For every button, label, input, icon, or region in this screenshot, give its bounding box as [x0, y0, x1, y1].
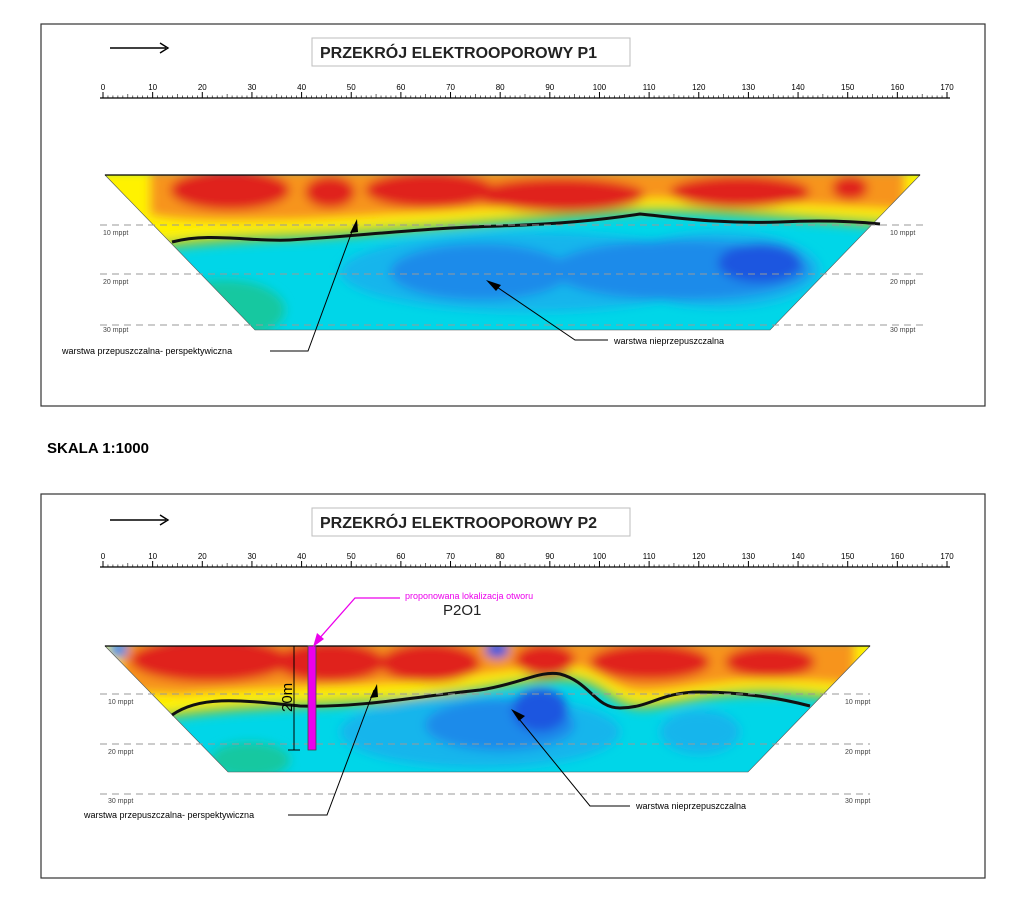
axis-tick-label: 30: [247, 83, 256, 92]
axis-tick-label: 110: [643, 552, 656, 561]
axis-tick-label: 60: [396, 552, 405, 561]
borehole-id: P2O1: [443, 602, 481, 619]
axis-tick-label: 70: [446, 83, 455, 92]
arrow-right-icon: [110, 514, 170, 526]
permeable-layer-leader: [288, 684, 378, 816]
depth-label-30-left: 30 mppt: [103, 327, 128, 334]
section-title: PRZEKRÓJ ELEKTROOPOROWY P2: [320, 513, 597, 532]
axis-tick-label: 110: [643, 83, 656, 92]
section-panel-p1: PRZEKRÓJ ELEKTROOPOROWY P1 0 10 20 30 40 50 60…: [40, 23, 986, 407]
scale-label: SKALA 1:1000: [47, 440, 149, 457]
borehole-marker: [307, 645, 317, 751]
impermeable-layer-label: warstwa nieprzepuszczalna: [635, 801, 746, 811]
axis-tick-label: 100: [593, 552, 607, 561]
layer-boundary-line: [171, 671, 811, 717]
axis-tick-label: 70: [446, 552, 455, 561]
depth-label-30-right: 30 mppt: [845, 798, 870, 805]
axis-tick-label: 50: [347, 552, 356, 561]
section-title: PRZEKRÓJ ELEKTROOPOROWY P1: [320, 43, 597, 62]
axis-tick-label: 130: [742, 83, 756, 92]
depth-label-20-right: 20 mppt: [845, 749, 870, 756]
resistivity-section: [105, 646, 870, 772]
axis-tick-label: 160: [891, 83, 905, 92]
depth-lines: [100, 224, 925, 326]
axis-tick-label: 80: [496, 552, 505, 561]
depth-label-20-left: 20 mppt: [108, 749, 133, 756]
permeable-layer-label: warstwa przepuszczalna- perspektywiczna: [83, 810, 254, 820]
layer-boundary-line: [171, 212, 881, 244]
axis-tick-label: 0: [101, 552, 106, 561]
axis-tick-label: 130: [742, 552, 756, 561]
title-box: [311, 507, 631, 537]
resistivity-section: [105, 175, 920, 330]
axis-tick-label: 40: [297, 83, 306, 92]
proposed-location-label: proponowana lokalizacja otworu: [405, 591, 533, 601]
axis-tick-label: 0: [101, 83, 106, 92]
axis-tick-label: 120: [692, 83, 706, 92]
axis-tick-label: 30: [247, 552, 256, 561]
depth-label-10-left: 10 mppt: [108, 699, 133, 706]
axis-tick-label: 40: [297, 552, 306, 561]
impermeable-layer-leader: [511, 709, 630, 807]
axis-tick-label: 20: [198, 552, 207, 561]
axis-tick-label: 90: [545, 83, 554, 92]
depth-label-10-right: 10 mppt: [890, 230, 915, 237]
depth-label-30-left: 30 mppt: [108, 798, 133, 805]
depth-label-30-right: 30 mppt: [890, 327, 915, 334]
distance-axis: 0 10 20 30 40 50 60 70 80 90 100 110 120 130 140 150 160…: [100, 552, 954, 568]
borehole-depth-dimension: [288, 645, 300, 751]
depth-label-20-right: 20 mppt: [890, 279, 915, 286]
axis-tick-label: 60: [396, 83, 405, 92]
arrow-right-icon: [110, 42, 170, 54]
axis-tick-label: 120: [692, 552, 706, 561]
axis-tick-label: 150: [841, 83, 855, 92]
axis-tick-label: 10: [148, 552, 157, 561]
distance-axis: 0 10 20 30 40 50 60 70 80 90 100 110 120 130 140 150 160…: [100, 83, 954, 99]
permeable-layer-label: warstwa przepuszczalna- perspektywiczna: [61, 346, 232, 356]
depth-label-10-left: 10 mppt: [103, 230, 128, 237]
title-box: [311, 37, 631, 67]
axis-tick-label: 140: [791, 552, 805, 561]
depth-lines: [100, 693, 870, 795]
axis-tick-label: 20: [198, 83, 207, 92]
impermeable-layer-leader: [486, 280, 608, 341]
permeable-layer-leader: [270, 219, 358, 352]
depth-label-10-right: 10 mppt: [845, 699, 870, 706]
depth-label-20-left: 20 mppt: [103, 279, 128, 286]
proposed-location-leader: [313, 597, 400, 647]
axis-tick-label: 50: [347, 83, 356, 92]
axis-tick-label: 10: [148, 83, 157, 92]
borehole-depth-label: 20m: [279, 683, 296, 712]
axis-tick-label: 90: [545, 552, 554, 561]
axis-tick-label: 100: [593, 83, 607, 92]
section-panel-p2: PRZEKRÓJ ELEKTROOPOROWY P2 0 10 20 30 40 50 60…: [40, 493, 986, 879]
axis-tick-label: 170: [940, 552, 954, 561]
axis-tick-label: 170: [940, 83, 954, 92]
axis-tick-label: 140: [791, 83, 805, 92]
impermeable-layer-label: warstwa nieprzepuszczalna: [613, 336, 724, 346]
axis-tick-label: 160: [891, 552, 905, 561]
axis-tick-label: 80: [496, 83, 505, 92]
axis-tick-label: 150: [841, 552, 855, 561]
